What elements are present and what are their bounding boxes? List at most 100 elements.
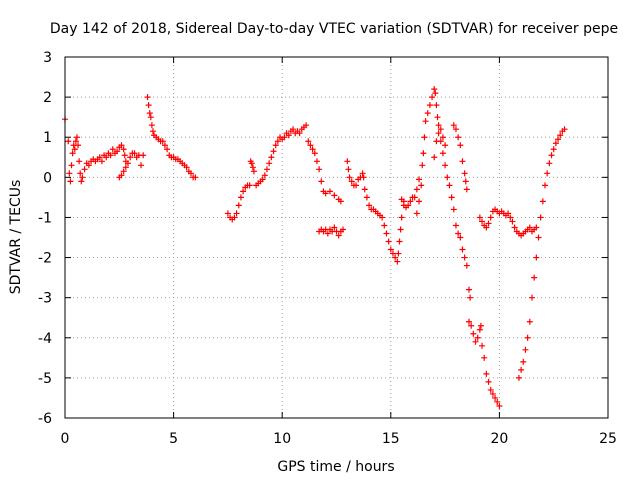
data-point <box>439 134 446 141</box>
data-point <box>465 286 472 293</box>
data-point <box>533 254 540 261</box>
data-point <box>303 122 310 129</box>
x-tick-label: 0 <box>61 431 70 447</box>
data-point <box>507 214 514 221</box>
data-point <box>476 326 483 333</box>
data-point <box>124 160 131 167</box>
x-tick-label: 5 <box>169 431 178 447</box>
data-point <box>463 262 470 269</box>
data-point <box>509 218 516 225</box>
data-point <box>296 130 303 137</box>
data-point <box>98 158 105 165</box>
data-point <box>246 182 253 189</box>
data-point <box>316 166 323 173</box>
data-point <box>224 210 231 217</box>
data-point <box>539 198 546 205</box>
data-point <box>307 142 314 149</box>
data-point <box>259 176 266 183</box>
data-point <box>459 246 466 253</box>
data-point <box>395 250 402 257</box>
data-point <box>387 246 394 253</box>
data-point <box>381 222 388 229</box>
data-point <box>360 174 367 181</box>
data-point <box>118 142 125 149</box>
data-point <box>457 142 464 149</box>
data-point <box>542 182 549 189</box>
x-tick-label: 20 <box>490 431 508 447</box>
data-point <box>159 138 166 145</box>
data-point <box>407 198 414 205</box>
data-point <box>439 150 446 157</box>
data-point <box>78 178 85 185</box>
y-tick-label: 1 <box>43 130 52 146</box>
data-point <box>431 154 438 161</box>
y-tick-label: -2 <box>38 251 52 267</box>
data-point <box>418 182 425 189</box>
data-point <box>379 214 386 221</box>
data-point <box>107 152 114 159</box>
data-point <box>548 152 555 159</box>
data-point <box>361 186 368 193</box>
data-point <box>114 148 121 155</box>
data-point <box>485 378 492 385</box>
plot-frame <box>64 56 609 419</box>
data-point <box>419 162 426 169</box>
data-point <box>531 274 538 281</box>
y-tick-label: -3 <box>38 291 52 307</box>
data-point <box>561 126 568 133</box>
data-point <box>446 182 453 189</box>
data-point <box>309 146 316 153</box>
y-tick-label: -5 <box>38 371 52 387</box>
data-point <box>511 224 518 231</box>
tick-layer: -6 -5 -4 -3 -2 -1 0 1 2 3 0 5 10 15 20 25 <box>38 50 617 447</box>
data-point <box>476 214 483 221</box>
data-point <box>462 178 469 185</box>
data-point <box>138 162 145 169</box>
data-point <box>496 402 503 409</box>
x-tick-label: 25 <box>599 431 617 447</box>
data-point <box>77 170 84 177</box>
data-point <box>272 142 279 149</box>
data-point <box>249 164 256 171</box>
data-point <box>437 138 444 145</box>
data-point <box>161 142 168 149</box>
y-tick-label: 3 <box>43 50 52 66</box>
data-point <box>448 194 455 201</box>
data-point <box>75 142 82 149</box>
data-point <box>331 192 338 199</box>
data-point <box>146 110 153 117</box>
data-point <box>432 90 439 97</box>
data-point <box>250 168 257 175</box>
data-point <box>461 170 468 177</box>
data-point <box>73 134 80 141</box>
data-point <box>397 226 404 233</box>
data-point <box>437 126 444 133</box>
data-point <box>148 122 155 129</box>
data-point <box>492 394 499 401</box>
data-point <box>96 154 103 161</box>
data-point <box>266 160 273 167</box>
data-point <box>235 202 242 209</box>
data-point <box>424 110 431 117</box>
data-point <box>311 150 318 157</box>
data-point <box>483 224 490 231</box>
data-point <box>268 154 275 161</box>
grid-layer <box>65 57 608 418</box>
data-point <box>337 198 344 205</box>
data-point <box>557 132 564 139</box>
y-axis-label: SDTVAR / TECUs <box>8 180 24 295</box>
data-point <box>555 136 562 143</box>
data-point <box>240 188 247 195</box>
data-point <box>442 142 449 149</box>
data-point <box>489 390 496 397</box>
x-tick-label: 15 <box>382 431 400 447</box>
data-point <box>85 162 92 169</box>
data-point <box>481 354 488 361</box>
data-point <box>147 114 154 121</box>
data-point <box>285 132 292 139</box>
data-point <box>66 170 73 177</box>
data-point <box>68 162 75 169</box>
data-point <box>122 164 129 171</box>
data-point <box>413 210 420 217</box>
data-point <box>468 322 475 329</box>
